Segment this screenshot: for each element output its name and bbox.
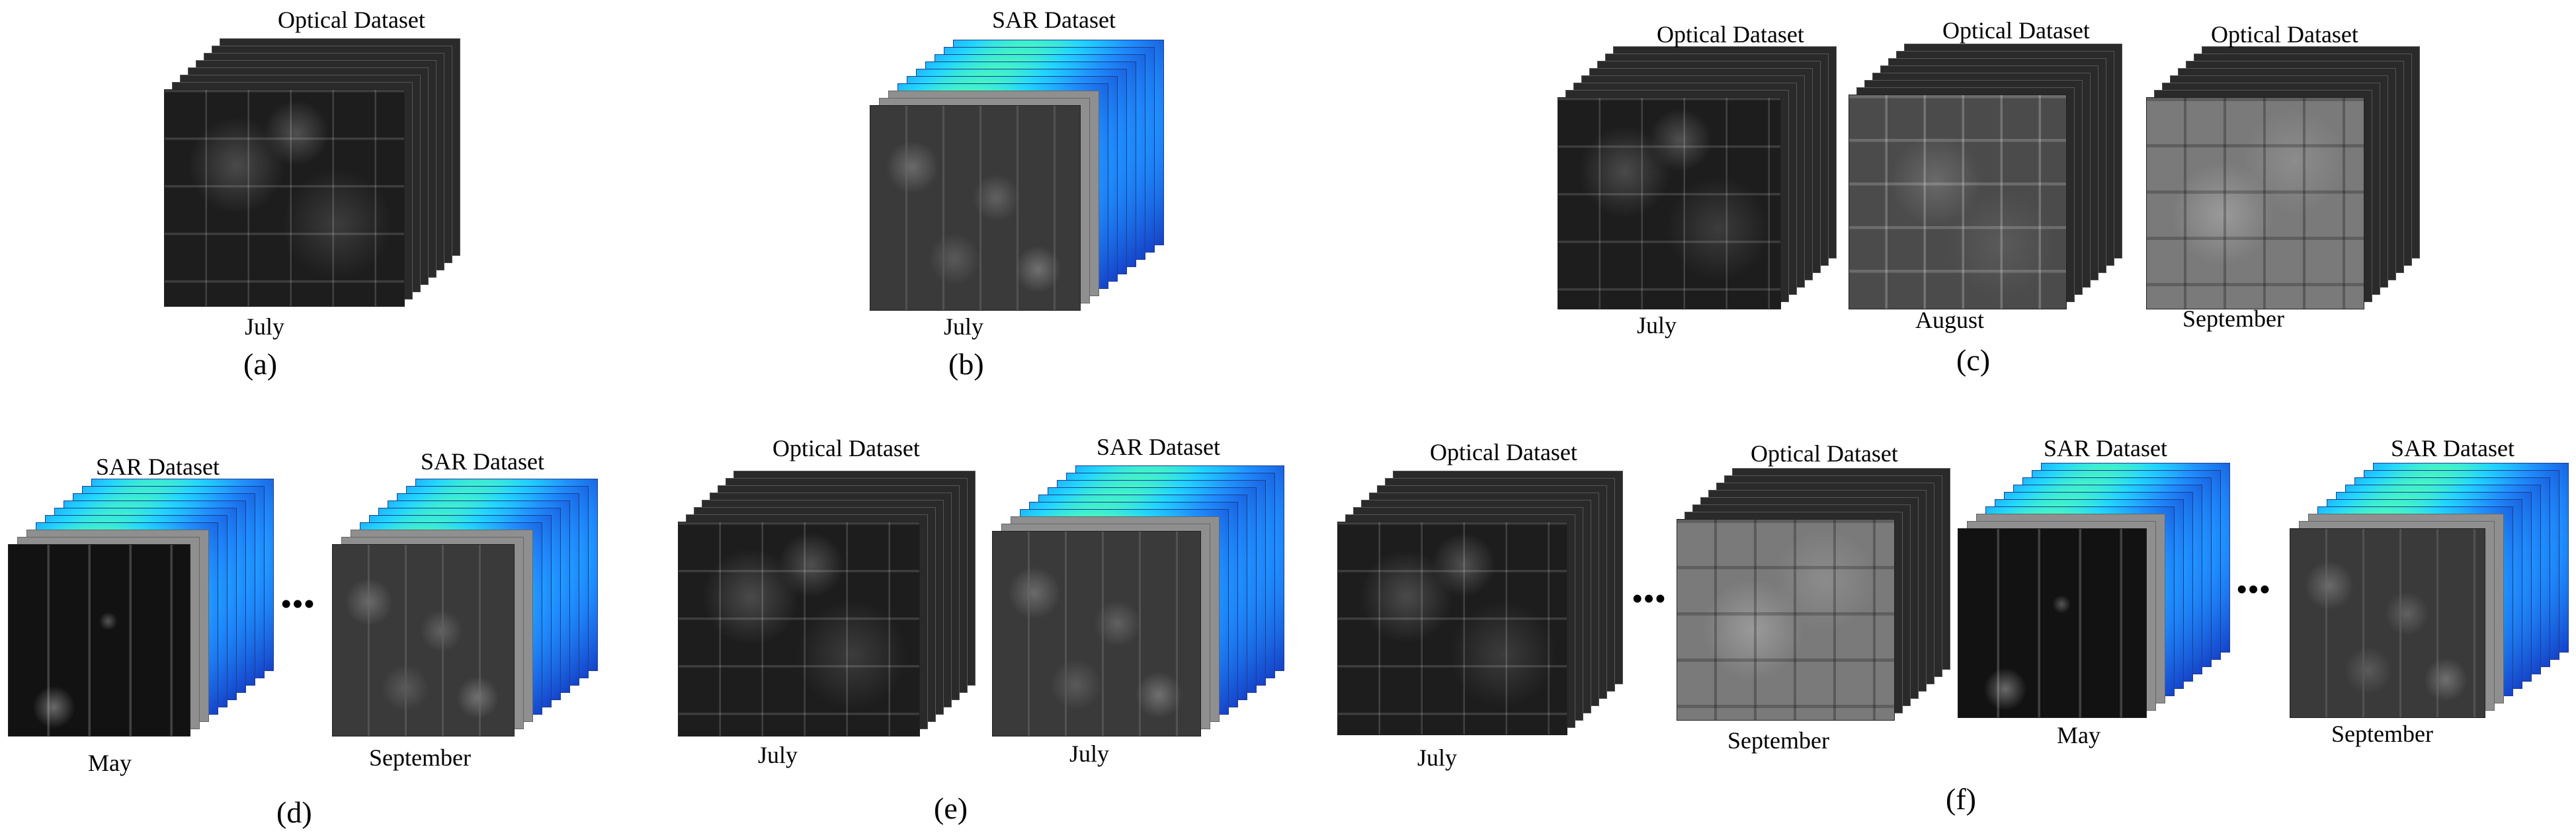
dataset-title-c-3: Optical Dataset bbox=[2211, 21, 2358, 48]
dataset-title-a: Optical Dataset bbox=[278, 7, 425, 33]
panel-label-b: (b) bbox=[948, 347, 984, 381]
ellipsis-d: ••• bbox=[281, 588, 316, 620]
month-label-f-2: September bbox=[1727, 727, 1829, 754]
month-label-c-2: August bbox=[1915, 307, 1985, 333]
month-label-e-1: July bbox=[758, 742, 798, 768]
dataset-title-d-1: SAR Dataset bbox=[96, 454, 220, 480]
cube-front-image bbox=[8, 544, 190, 737]
cube-front-image bbox=[1958, 528, 2147, 718]
dataset-title-e-1: Optical Dataset bbox=[772, 435, 920, 461]
optical-cube-c-september bbox=[2146, 46, 2420, 309]
dataset-title-b: SAR Dataset bbox=[992, 7, 1116, 33]
month-label-c-1: July bbox=[1637, 312, 1677, 339]
sar-cube-d-may bbox=[8, 479, 274, 737]
cube-front-image bbox=[1849, 95, 2067, 309]
panel-label-c: (c) bbox=[1956, 343, 1991, 377]
dataset-title-f-2: Optical Dataset bbox=[1751, 440, 1898, 467]
panel-label-e: (e) bbox=[934, 791, 968, 825]
month-label-c-3: September bbox=[2182, 305, 2284, 332]
sar-cube-b bbox=[870, 40, 1164, 311]
month-label-d-1: May bbox=[88, 750, 132, 776]
sar-cube-e bbox=[992, 465, 1284, 737]
month-label-a: July bbox=[245, 313, 285, 340]
ellipsis-f-sar: ••• bbox=[2237, 573, 2272, 606]
month-label-b: July bbox=[944, 313, 984, 340]
sar-cube-f-may bbox=[1958, 463, 2230, 718]
cube-front-image bbox=[1677, 519, 1895, 721]
cube-front-image bbox=[332, 544, 515, 737]
dataset-title-f-4: SAR Dataset bbox=[2391, 435, 2514, 461]
month-label-e-2: July bbox=[1069, 740, 1110, 767]
cube-front-image bbox=[2146, 97, 2364, 309]
sar-cube-d-september bbox=[332, 479, 598, 737]
dataset-title-c-1: Optical Dataset bbox=[1657, 21, 1804, 48]
optical-cube-e bbox=[678, 471, 976, 737]
optical-cube-c-august bbox=[1849, 44, 2122, 309]
optical-cube-c-july bbox=[1558, 46, 1837, 309]
month-label-f-4: September bbox=[2331, 721, 2433, 747]
cube-front-image bbox=[870, 105, 1081, 311]
panel-label-a: (a) bbox=[243, 347, 278, 381]
month-label-d-2: September bbox=[369, 744, 471, 771]
dataset-title-f-1: Optical Dataset bbox=[1430, 439, 1577, 465]
cube-front-image bbox=[1558, 97, 1781, 309]
dataset-title-d-2: SAR Dataset bbox=[421, 448, 544, 475]
cube-front-image bbox=[992, 531, 1201, 737]
optical-cube-a bbox=[164, 38, 460, 307]
month-label-f-3: May bbox=[2057, 722, 2100, 748]
sar-cube-f-september bbox=[2290, 463, 2569, 718]
dataset-title-c-2: Optical Dataset bbox=[1942, 17, 2090, 44]
panel-label-d: (d) bbox=[276, 795, 312, 829]
panel-label-f: (f) bbox=[1946, 782, 1976, 816]
ellipsis-f-optical: ••• bbox=[1632, 582, 1667, 615]
optical-cube-f-july bbox=[1337, 471, 1623, 735]
cube-front-image bbox=[2290, 528, 2485, 718]
dataset-title-e-2: SAR Dataset bbox=[1097, 434, 1220, 460]
cube-front-image bbox=[678, 522, 920, 737]
cube-front-image bbox=[1337, 522, 1567, 735]
dataset-title-f-3: SAR Dataset bbox=[2044, 435, 2167, 461]
month-label-f-1: July bbox=[1417, 744, 1458, 771]
cube-front-image bbox=[164, 89, 405, 307]
optical-cube-f-september bbox=[1677, 468, 1950, 721]
